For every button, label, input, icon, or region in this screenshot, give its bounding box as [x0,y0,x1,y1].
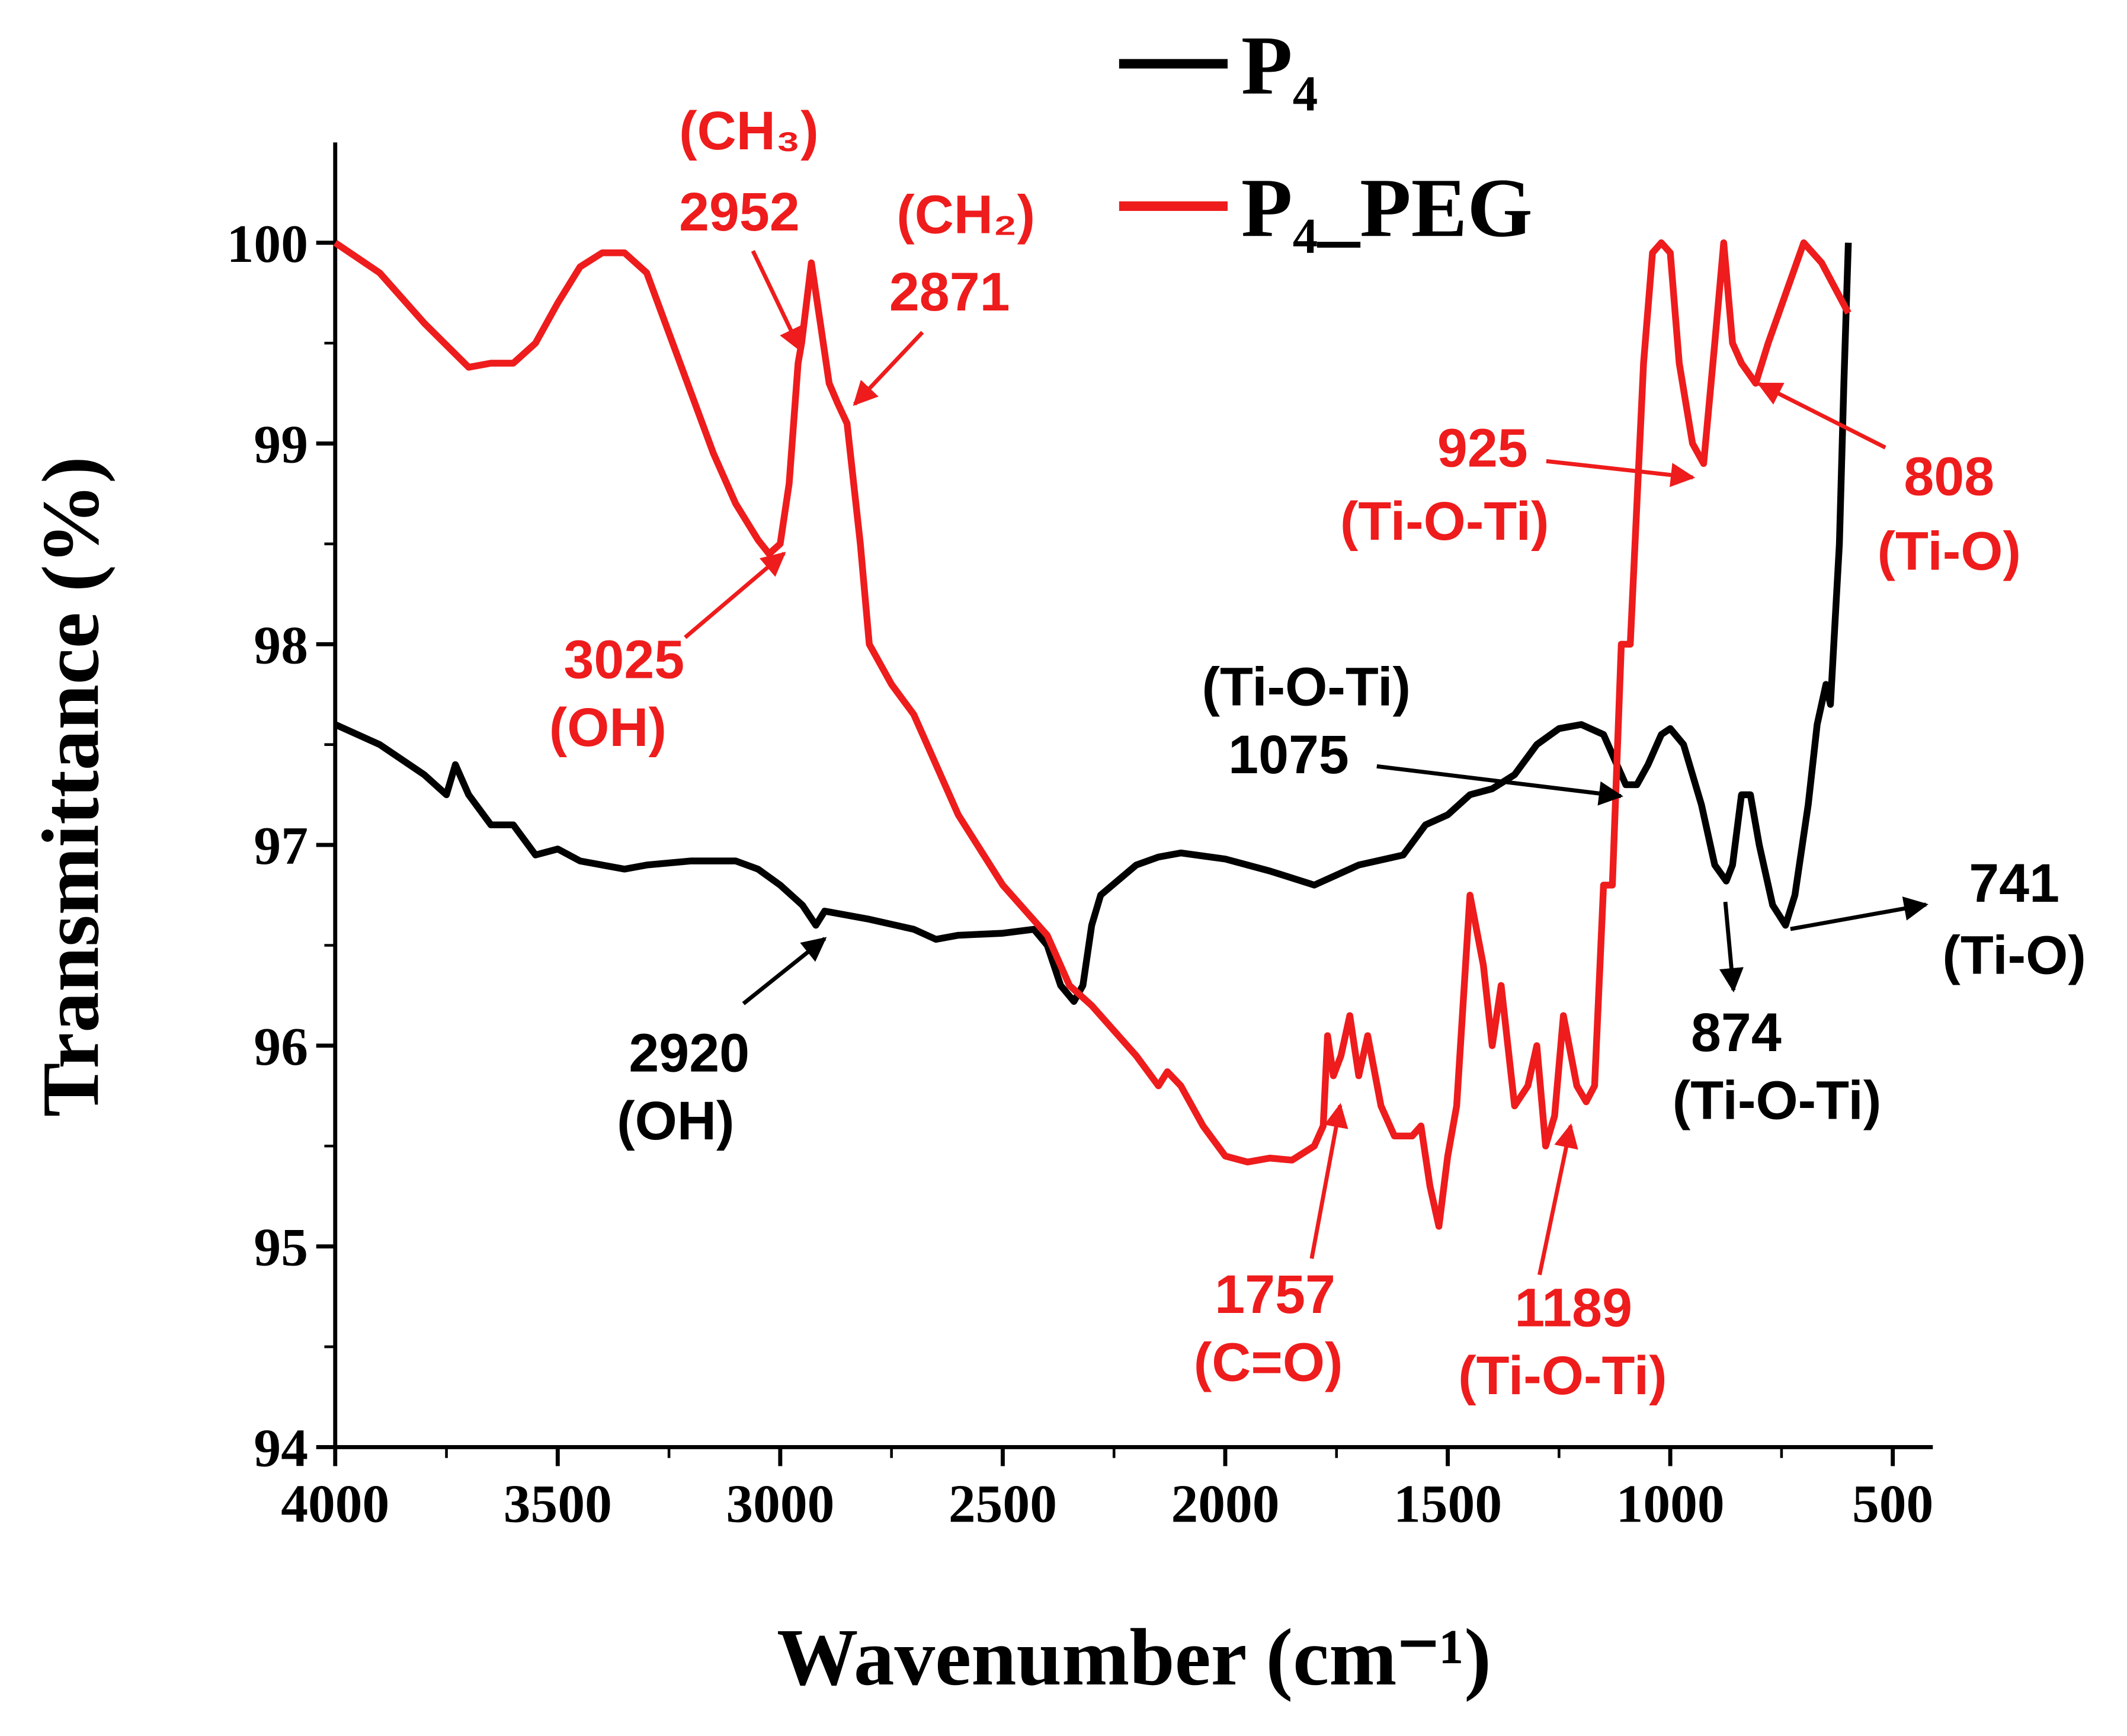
y-tick-label: 94 [254,1417,308,1478]
arrow [751,249,803,353]
y-tick-label: 97 [254,815,308,876]
x-tick-label: 500 [1852,1473,1933,1533]
annotation: 1189 [1514,1278,1632,1338]
annotation: 1075 [1228,725,1349,785]
y-tick-label: 99 [254,414,308,475]
x-tick-label: 1000 [1616,1473,1725,1533]
y-tick-label: 100 [227,213,308,274]
x-tick-label: 3000 [726,1473,834,1533]
annotation: 3025 [564,630,685,690]
annotation: (OH) [549,697,667,758]
y-axis-title: Transmittance (%) [25,456,116,1117]
arrow [1309,1103,1348,1259]
x-tick-label: 2500 [949,1473,1057,1533]
annotation-arrows [684,249,1929,1276]
annotation: 741 [1969,853,2059,914]
annotation: (C=O) [1194,1332,1343,1392]
x-tick-label: 1500 [1394,1473,1502,1533]
annotation: (Ti-O) [1878,521,2021,581]
annotation: 808 [1904,447,1994,507]
x-tick-label: 4000 [281,1473,389,1533]
y-tick-label: 98 [254,614,308,675]
series-line [334,242,1852,1005]
annotation: (CH₂) [896,185,1035,245]
legend-label: P₄ [1241,19,1318,112]
annotation: (CH₃) [679,101,819,161]
arrow [1376,764,1623,806]
annotation: (OH) [617,1091,734,1151]
annotation: 874 [1691,1002,1782,1063]
arrow [684,552,786,639]
arrow [853,331,924,406]
arrow [1537,1123,1578,1276]
annotation: 2952 [679,182,800,242]
x-tick-label: 2000 [1171,1473,1279,1533]
annotation: (Ti-O-Ti) [1673,1070,1882,1130]
annotation: (Ti-O-Ti) [1458,1346,1667,1406]
arrow [1790,896,1929,931]
annotation: (Ti-O-Ti) [1340,491,1549,552]
arrow [1757,382,1886,450]
annotation: 925 [1437,418,1528,478]
annotation: 2871 [889,262,1010,322]
annotation: 1757 [1215,1264,1335,1325]
arrow [1546,459,1696,488]
series-line [333,239,1851,1230]
legend-label: P₄_PEG [1241,161,1533,254]
x-tick-label: 3500 [504,1473,612,1533]
y-tick-label: 96 [254,1016,308,1077]
y-tick-label: 95 [254,1217,308,1277]
annotation: 2920 [629,1023,749,1083]
arrow [742,937,827,1005]
arrow [1719,901,1744,993]
annotation: (Ti-O) [1942,925,2086,986]
x-axis-title: Wavenumber (cm⁻¹) [777,1612,1491,1702]
annotation: (Ti-O-Ti) [1202,656,1411,717]
